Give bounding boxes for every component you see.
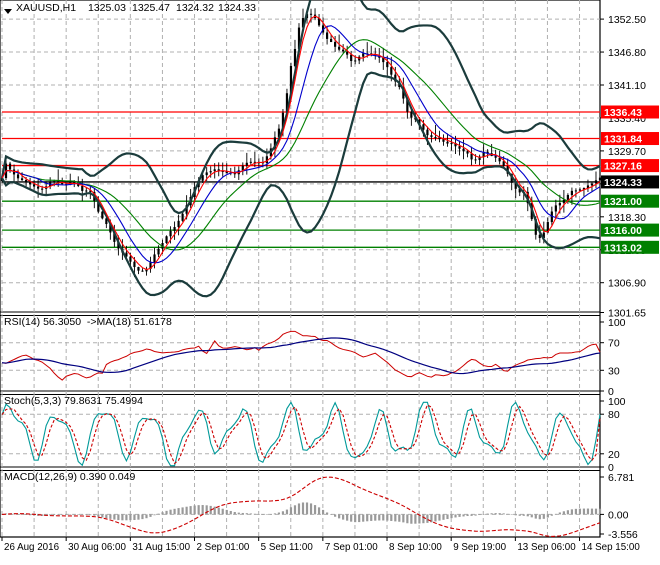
svg-text:30: 30 xyxy=(608,365,620,377)
svg-text:70: 70 xyxy=(608,338,620,350)
svg-text:6.781: 6.781 xyxy=(608,472,634,484)
svg-text:8 Sep 10:00: 8 Sep 10:00 xyxy=(389,542,442,553)
svg-text:5 Sep 11:00: 5 Sep 11:00 xyxy=(261,542,314,553)
svg-text:100: 100 xyxy=(608,317,626,329)
svg-text:1325.03: 1325.03 xyxy=(88,2,126,14)
svg-text:0.00: 0.00 xyxy=(608,509,629,521)
svg-text:1329.70: 1329.70 xyxy=(608,146,646,158)
svg-text:1325.47: 1325.47 xyxy=(132,2,170,14)
svg-text:RSI(14) 56.3050 ->MA(18) 51.6: RSI(14) 56.3050 ->MA(18) 51.6178 xyxy=(4,316,172,328)
svg-text:80: 80 xyxy=(608,409,620,421)
svg-text:1324.32: 1324.32 xyxy=(176,2,214,14)
svg-text:1331.84: 1331.84 xyxy=(604,134,642,146)
svg-text:1341.10: 1341.10 xyxy=(608,80,646,92)
svg-text:31 Aug 15:00: 31 Aug 15:00 xyxy=(132,542,190,553)
svg-text:13 Sep 06:00: 13 Sep 06:00 xyxy=(517,542,576,553)
svg-text:20: 20 xyxy=(608,449,620,461)
svg-text:1306.90: 1306.90 xyxy=(608,278,646,290)
svg-text:XAUUSD,H1: XAUUSD,H1 xyxy=(16,2,76,14)
svg-text:1321.00: 1321.00 xyxy=(604,196,642,208)
svg-text:1324.33: 1324.33 xyxy=(218,2,256,14)
svg-text:2 Sep 01:00: 2 Sep 01:00 xyxy=(197,542,250,553)
svg-text:1336.43: 1336.43 xyxy=(604,107,642,119)
svg-text:1352.50: 1352.50 xyxy=(608,14,646,26)
svg-text:-3.556: -3.556 xyxy=(608,529,638,541)
svg-text:MACD(12,26,9) 0.390 0.049: MACD(12,26,9) 0.390 0.049 xyxy=(4,471,135,483)
svg-text:Stoch(5,3,3) 79.8631 75.4994: Stoch(5,3,3) 79.8631 75.4994 xyxy=(4,395,143,407)
svg-text:100: 100 xyxy=(608,396,626,408)
svg-text:1327.16: 1327.16 xyxy=(604,161,642,173)
svg-text:1346.80: 1346.80 xyxy=(608,47,646,59)
svg-text:1324.33: 1324.33 xyxy=(604,177,642,189)
svg-text:1316.00: 1316.00 xyxy=(604,225,642,237)
svg-text:30 Aug 06:00: 30 Aug 06:00 xyxy=(68,542,126,553)
svg-text:1313.02: 1313.02 xyxy=(604,242,642,254)
svg-text:7 Sep 01:00: 7 Sep 01:00 xyxy=(325,542,378,553)
svg-text:26 Aug 2016: 26 Aug 2016 xyxy=(4,542,60,553)
svg-text:1318.30: 1318.30 xyxy=(608,212,646,224)
svg-text:14 Sep 15:00: 14 Sep 15:00 xyxy=(582,542,641,553)
svg-text:9 Sep 19:00: 9 Sep 19:00 xyxy=(453,542,506,553)
